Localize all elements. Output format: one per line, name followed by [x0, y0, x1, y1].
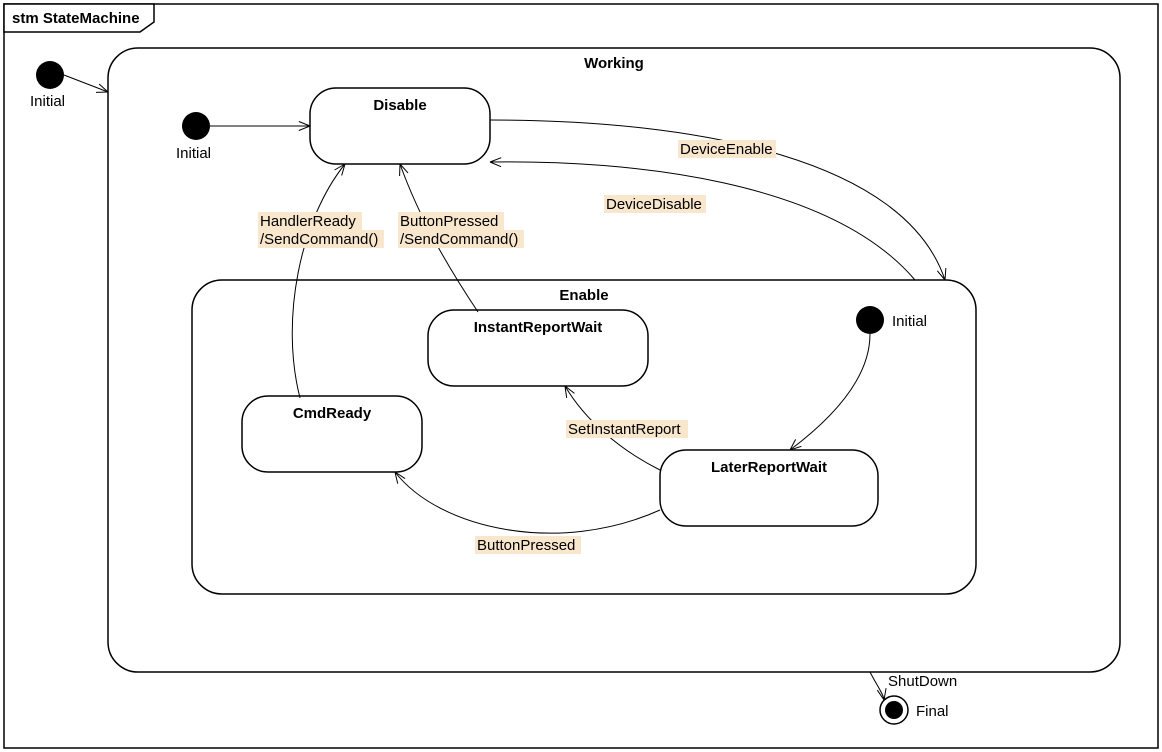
edge-label: DeviceDisable	[606, 196, 702, 213]
edge-label: ButtonPressed	[477, 537, 575, 554]
state-enable-label: Enable	[559, 287, 608, 304]
edge-e_working_final: ShutDown	[870, 672, 957, 700]
state-instant-report-wait-label: InstantReportWait	[474, 319, 603, 336]
state-cmd-ready-label: CmdReady	[293, 405, 372, 422]
edge-label: /SendCommand()	[260, 231, 378, 248]
initial-dot-icon	[856, 306, 884, 334]
initial-dot-icon	[182, 112, 210, 140]
edge-path	[64, 75, 108, 92]
edge-label: ButtonPressed	[400, 213, 498, 230]
initial-enable-label: Initial	[892, 313, 927, 330]
initial-outer: Initial	[30, 61, 65, 110]
state-machine-diagram: stm StateMachine Initial Working Initial…	[0, 0, 1162, 752]
edge-path	[870, 672, 884, 700]
edge-label: DeviceEnable	[680, 141, 773, 158]
edge-label: /SendCommand()	[400, 231, 518, 248]
final-state: Final	[880, 696, 949, 724]
edge-label: HandlerReady	[260, 213, 356, 230]
frame-title: stm StateMachine	[12, 10, 140, 27]
initial-outer-label: Initial	[30, 93, 65, 110]
edge-label: SetInstantReport	[568, 421, 681, 438]
state-instant-report-wait: InstantReportWait	[428, 310, 648, 386]
state-disable: Disable	[310, 88, 490, 164]
initial-working-label: Initial	[176, 145, 211, 162]
final-inner-dot-icon	[885, 701, 903, 719]
state-later-report-wait: LaterReportWait	[660, 450, 878, 526]
state-working-label: Working	[584, 55, 644, 72]
initial-dot-icon	[36, 61, 64, 89]
edge-e_out_init_working	[64, 75, 108, 92]
edge-label: ShutDown	[888, 673, 957, 690]
state-cmd-ready: CmdReady	[242, 396, 422, 472]
state-later-report-wait-label: LaterReportWait	[711, 459, 827, 476]
final-label: Final	[916, 703, 949, 720]
state-disable-label: Disable	[373, 97, 426, 114]
